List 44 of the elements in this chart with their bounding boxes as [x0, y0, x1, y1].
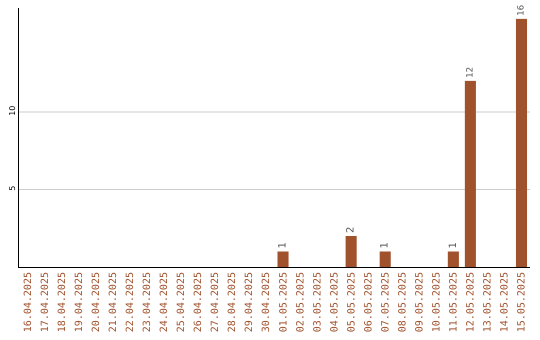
x-tick-label: 12.05.2025: [466, 272, 477, 332]
bar: [277, 251, 289, 267]
x-tick-label: 10.05.2025: [432, 272, 443, 332]
x-tick-label: 28.04.2025: [227, 272, 238, 332]
x-tick-label: 26.04.2025: [193, 272, 204, 332]
data-label: 12: [466, 66, 476, 78]
x-tick-label: 20.04.2025: [90, 272, 102, 332]
x-tick-label: 06.05.2025: [363, 272, 374, 332]
bar: [448, 251, 459, 267]
x-tick-label: 11.05.2025: [448, 272, 460, 332]
x-tick-label: 01.05.2025: [278, 272, 290, 332]
x-tick-label: 15.05.2025: [516, 272, 528, 332]
x-tick-label: 30.04.2025: [261, 272, 272, 332]
bar: [346, 236, 357, 267]
x-tick-label: 25.04.2025: [176, 272, 188, 332]
data-label: 2: [346, 226, 357, 233]
y-tick-label: 10: [8, 106, 17, 116]
y-tick-label: 5: [8, 186, 17, 191]
x-tick-label: 13.05.2025: [482, 272, 494, 332]
x-tick-label: 29.04.2025: [244, 272, 256, 332]
data-label: 1: [380, 242, 391, 248]
data-label: 1: [448, 242, 459, 248]
data-label: 1: [278, 242, 289, 248]
x-tick-label: 02.05.2025: [295, 272, 306, 332]
x-tick-label: 16.04.2025: [22, 272, 34, 332]
bar: [464, 80, 476, 267]
bar: [516, 18, 528, 267]
x-tick-label: 17.04.2025: [40, 272, 51, 332]
data-label: 16: [516, 4, 527, 16]
x-tick-label: 22.04.2025: [124, 272, 136, 332]
x-tick-label: 04.05.2025: [329, 272, 340, 332]
x-tick-label: 14.05.2025: [500, 272, 511, 332]
x-tick-label: 21.04.2025: [108, 272, 119, 332]
x-tick-label: 24.04.2025: [159, 272, 170, 332]
bar: [380, 251, 391, 267]
x-tick-label: 19.04.2025: [74, 272, 85, 332]
x-tick-label: 27.04.2025: [210, 272, 222, 332]
x-tick-label: 09.05.2025: [414, 272, 426, 332]
x-tick-label: 23.04.2025: [142, 272, 153, 332]
x-tick-label: 07.05.2025: [380, 272, 392, 332]
x-tick-label: 18.04.2025: [56, 272, 68, 332]
x-tick-label: 05.05.2025: [346, 272, 358, 332]
x-tick-label: 08.05.2025: [398, 272, 408, 332]
x-tick-label: 03.05.2025: [312, 272, 324, 332]
